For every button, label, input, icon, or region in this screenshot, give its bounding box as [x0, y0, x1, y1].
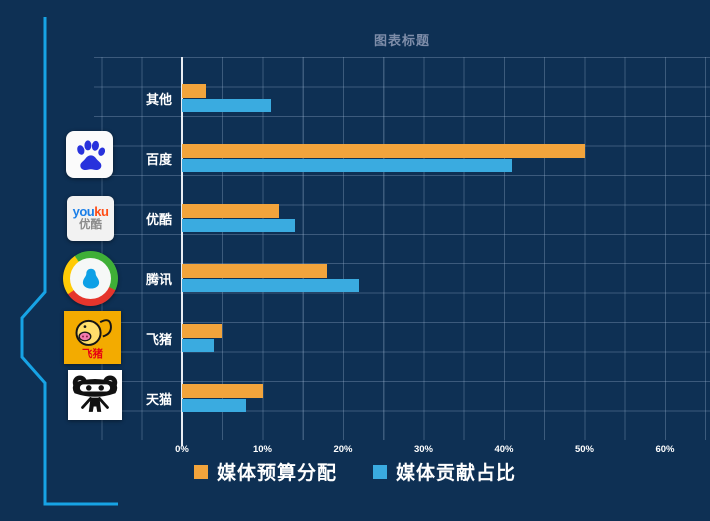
- bar-contribution: [182, 399, 247, 412]
- category-band: 百度: [94, 131, 710, 191]
- category-label: 腾讯: [145, 271, 172, 287]
- qq-inner-circle: [70, 258, 111, 299]
- category-band: 腾讯: [94, 251, 710, 311]
- baidu-paw-icon: [66, 131, 113, 178]
- category-band: 天猫: [94, 371, 710, 431]
- x-tick-label: 20%: [333, 444, 353, 455]
- y-axis-line: [181, 57, 183, 446]
- category-label: 天猫: [145, 391, 172, 407]
- x-tick-label: 40%: [494, 444, 514, 455]
- legend-item-contribution[interactable]: 媒体贡献占比: [373, 458, 516, 485]
- legend-item-budget[interactable]: 媒体预算分配: [193, 458, 337, 485]
- x-axis-labels: 0% 10% 20% 30% 40% 50% 60%: [94, 444, 710, 458]
- bar-contribution: [182, 219, 295, 232]
- x-tick-label: 30%: [413, 444, 434, 455]
- x-tick-label: 50%: [574, 444, 595, 455]
- category-label: 优酷: [145, 211, 172, 227]
- bar-contribution: [182, 99, 271, 112]
- legend-label-contribution: 媒体贡献占比: [396, 463, 517, 484]
- youku-cn-label: 优酷: [79, 219, 102, 232]
- bar-contribution: [182, 159, 513, 172]
- x-tick-label: 10%: [252, 444, 273, 455]
- chart-title: 图表标题: [373, 33, 430, 48]
- legend: 媒体预算分配 媒体贡献占比: [0, 458, 710, 485]
- bar-contribution: [182, 339, 215, 352]
- category-band: 优酷: [94, 191, 710, 251]
- bar-budget: [182, 324, 223, 338]
- bar-budget: [182, 204, 279, 218]
- tmall-cat-icon: [68, 370, 122, 420]
- bar-budget: [182, 384, 263, 398]
- category-band: 飞猪: [94, 311, 710, 371]
- legend-swatch-budget: [193, 464, 208, 479]
- youku-logo-icon: youku 优酷: [67, 196, 114, 241]
- category-band: 其他: [94, 71, 710, 131]
- qq-penguin-icon: [63, 251, 118, 306]
- bar-budget: [182, 84, 207, 98]
- bar-budget: [182, 144, 585, 158]
- category-label: 百度: [145, 151, 172, 167]
- bar-budget: [182, 264, 327, 278]
- bar-contribution: [182, 279, 360, 292]
- category-label: 飞猪: [145, 331, 172, 347]
- fliggy-cn-label: 飞猪: [82, 347, 103, 360]
- fliggy-pig-icon: 飞猪: [64, 311, 121, 364]
- youku-wordmark: youku: [72, 203, 109, 219]
- x-tick-label: 0%: [175, 444, 189, 455]
- plot-area: 0% 10% 20% 30% 40% 50% 60% 其他百度优酷腾讯飞猪天猫: [94, 57, 710, 455]
- category-label: 其他: [145, 91, 172, 107]
- legend-swatch-contribution: [373, 464, 387, 479]
- legend-label-budget: 媒体预算分配: [216, 463, 337, 484]
- x-tick-label: 60%: [655, 444, 675, 455]
